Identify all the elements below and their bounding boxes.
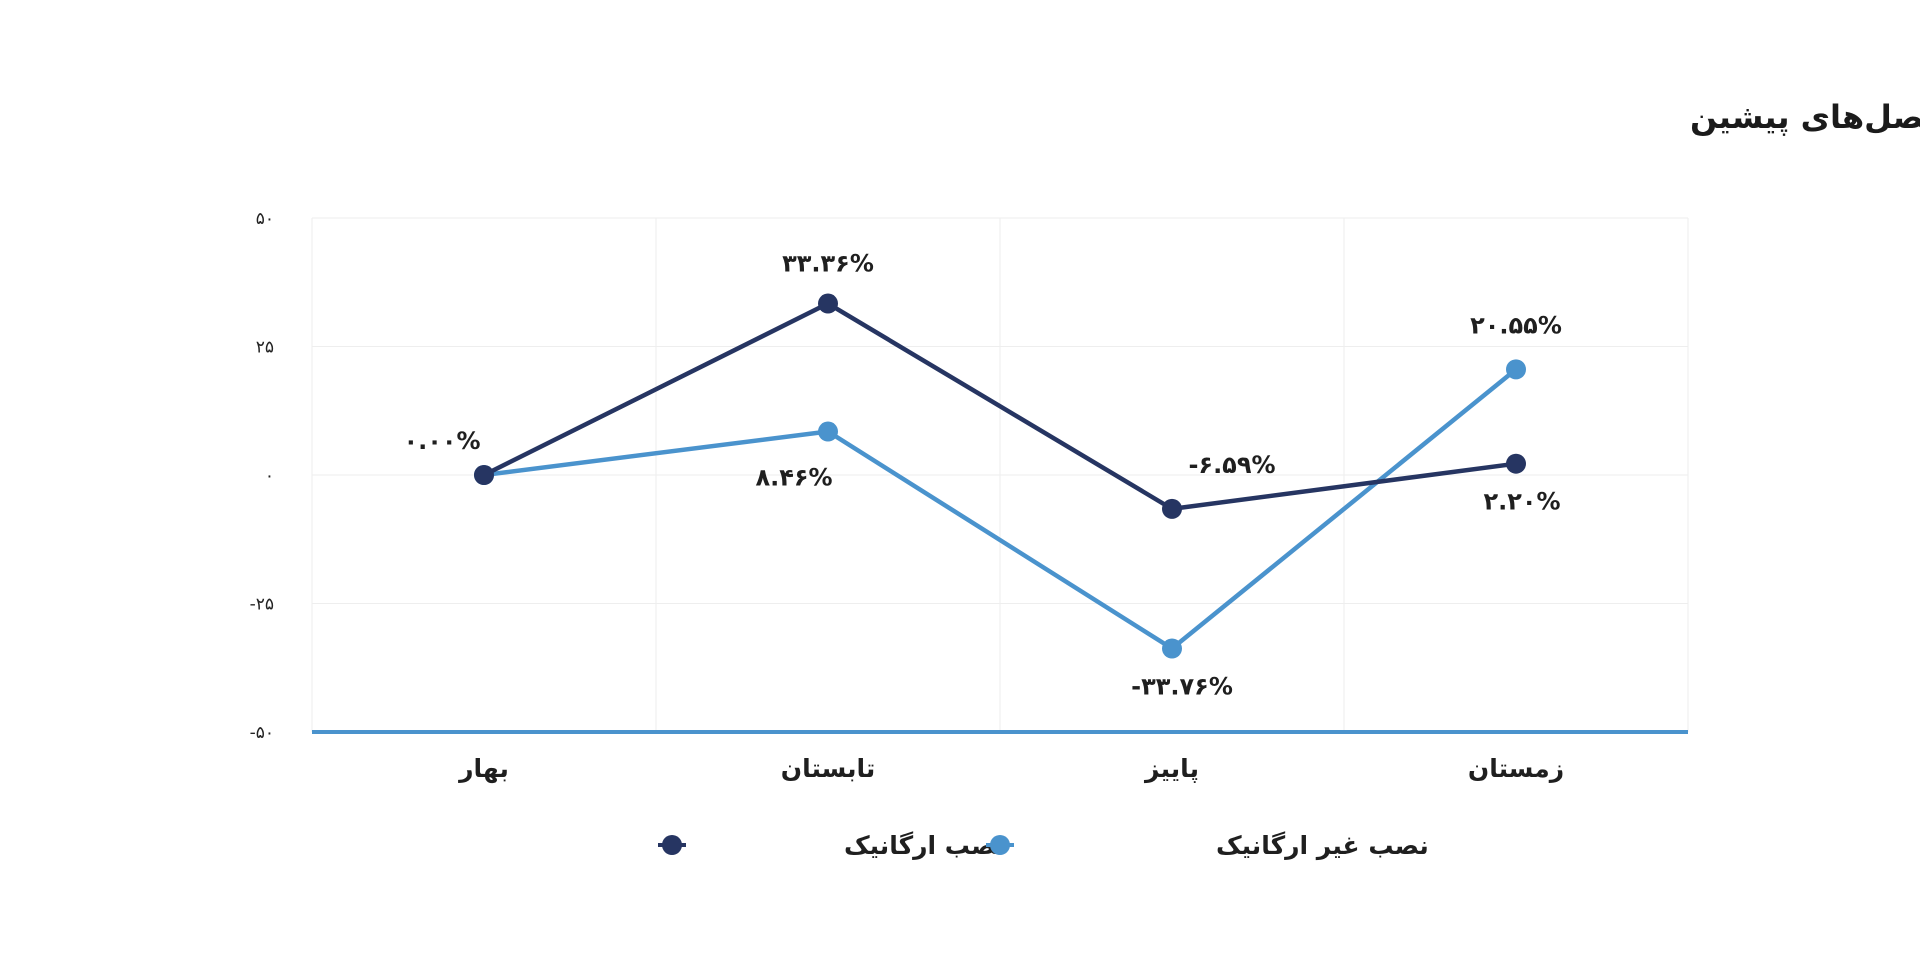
legend-marker — [990, 835, 1010, 855]
data-label: ۲.۲۰% — [1483, 488, 1560, 516]
x-tick-label: تابستان — [781, 754, 876, 783]
data-label: ۲۰.۵۵% — [1470, 311, 1562, 339]
y-tick-label: ۵۰ — [256, 209, 274, 229]
x-tick-label: پاییز — [1143, 754, 1199, 784]
data-point — [1162, 638, 1182, 659]
data-point — [818, 293, 838, 314]
x-tick-label: بهار — [457, 754, 509, 784]
series-line — [481, 301, 1519, 512]
y-tick-label: -۵۰ — [250, 723, 274, 743]
y-tick-label: ۰ — [265, 466, 274, 486]
chart-title: روند تغییرات نصب‌های ارگانیک و غیر ارگان… — [1690, 98, 1920, 136]
data-label: ۸.۴۶% — [755, 464, 832, 492]
y-tick-label: -۲۵ — [250, 595, 274, 615]
data-point — [1162, 498, 1182, 519]
legend-label: نصب غیر ارگانیک — [1216, 831, 1429, 861]
plot-area: ۵۰ ۲۵ ۰ -۲۵ -۵۰ بهار تابستان پاییز زمستان ۰.۰۰% ۸.… — [250, 209, 1689, 784]
x-tick-label: زمستان — [1468, 754, 1564, 783]
legend-label: نصب ارگانیک — [844, 831, 1005, 860]
y-tick-label: ۲۵ — [256, 338, 274, 358]
series-line — [481, 367, 1519, 651]
legend: نصب ارگانیک نصب غیر ارگانیک — [658, 831, 1429, 861]
data-point — [818, 421, 838, 442]
data-label: ۰.۰۰% — [403, 427, 480, 455]
data-label: -۶.۵۹% — [1188, 451, 1275, 479]
data-point — [474, 465, 494, 485]
data-label: ۳۳.۳۶% — [782, 250, 874, 278]
legend-marker — [662, 835, 682, 855]
data-label: -۳۳.۷۶% — [1131, 673, 1233, 701]
data-point — [1506, 359, 1526, 380]
data-point — [1506, 453, 1526, 474]
